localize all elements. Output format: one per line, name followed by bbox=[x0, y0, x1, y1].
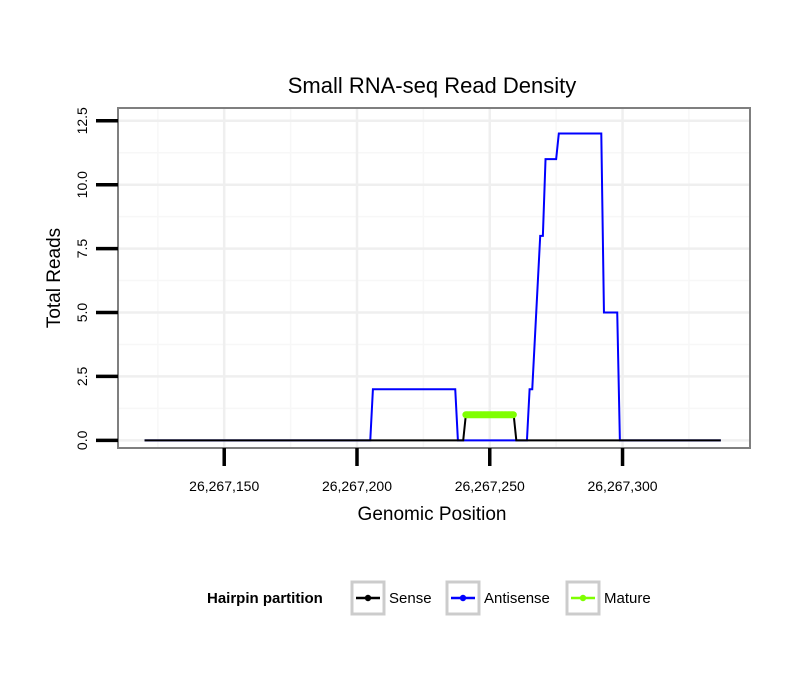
legend-label-mature: Mature bbox=[604, 590, 651, 607]
legend-title: Hairpin partition bbox=[207, 590, 323, 607]
series-layer bbox=[144, 132, 721, 442]
chart-title: Small RNA-seq Read Density bbox=[288, 73, 577, 98]
x-axis: 26,267,150 26,267,200 26,267,250 26,267,300 bbox=[189, 448, 658, 494]
legend-point-mature bbox=[579, 594, 587, 602]
y-tick-label: 5.0 bbox=[74, 303, 90, 323]
y-tick-label: 0.0 bbox=[74, 430, 90, 450]
x-tick-label: 26,267,300 bbox=[587, 478, 657, 494]
legend-point-antisense bbox=[459, 594, 467, 602]
y-tick-label: 2.5 bbox=[74, 366, 90, 386]
legend-items: Sense Antisense Mature bbox=[350, 580, 651, 616]
y-axis-title: Total Reads bbox=[44, 228, 65, 328]
x-tick-label: 26,267,250 bbox=[455, 478, 525, 494]
series-line-antisense bbox=[144, 132, 721, 442]
legend-label-antisense: Antisense bbox=[484, 590, 550, 607]
plot-background bbox=[118, 108, 750, 448]
y-tick-label: 10.0 bbox=[74, 171, 90, 198]
plot-area bbox=[117, 107, 751, 449]
legend-label-sense: Sense bbox=[389, 590, 432, 607]
legend-point-sense bbox=[364, 594, 372, 602]
y-tick-label: 12.5 bbox=[74, 107, 90, 134]
legend: Hairpin partition Sense Antisense Mature bbox=[207, 580, 651, 616]
major-gridlines bbox=[118, 108, 750, 448]
x-axis-title: Genomic Position bbox=[358, 504, 507, 525]
plot-border bbox=[117, 107, 751, 449]
y-axis: 0.0 2.5 5.0 7.5 10.0 12.5 bbox=[74, 107, 118, 450]
x-tick-label: 26,267,150 bbox=[189, 478, 259, 494]
x-tick-label: 26,267,200 bbox=[322, 478, 392, 494]
y-tick-label: 7.5 bbox=[74, 239, 90, 259]
